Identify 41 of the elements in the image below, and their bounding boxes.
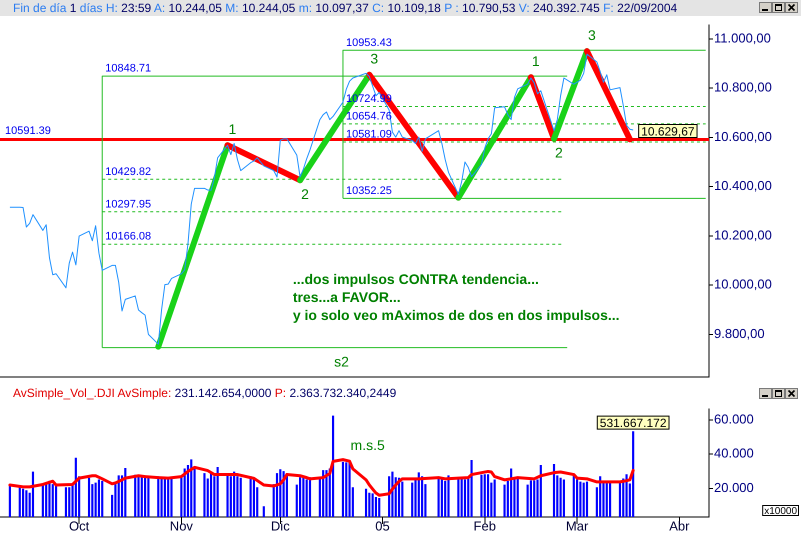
y-tick-label: 10.200,00 [714,227,772,242]
series-label: 10352.25 [346,184,392,197]
y-axis-title: x10000 [764,506,798,517]
y-tick-label: 10.800,00 [714,80,772,95]
x-tick-label: Feb [474,518,496,534]
series-label: 10848.71 [105,62,152,75]
series-label: 10429.82 [105,166,152,178]
series-label: 10297.95 [105,198,152,210]
x-tick-label: 05 [375,518,390,534]
x-tick-label: Oct [69,518,90,534]
y-tick-label: 10.400,00 [714,178,772,194]
annotation: 531.667.172 [600,416,667,430]
x-tick-label: Mar [566,518,589,534]
x-tick-label: Nov [170,518,194,534]
chart-title: AvSimple_Vol_.DJI AvSimple: 231.142.654,0000 P: 2.363.732.340,2449 [13,386,396,400]
x-tick-label: Dic [270,518,290,534]
data-label: 10.629,67 [641,124,695,138]
y-tick-label: 10.600,00 [714,128,772,144]
annotation: 3 [588,27,596,44]
ref-line-label: 10591.39 [5,124,51,137]
annotation: 1 [532,53,540,70]
x-tick-label: Abr [669,518,690,534]
chart-title: Fin de día 1 días H: 23:59 A: 10.244,05 M: 10.244,05 m: 10.097,37 C: 10.109,18 P : 10.790,53 V: 240.392.745 F: 22/09/2004 [13,1,678,15]
y-tick-label: 9.800,00 [714,326,765,341]
annotation: ...dos impulsos CONTRA tendencia... [292,271,539,288]
annotation: m.s.5 [350,437,385,454]
annotation: 1 [228,121,237,138]
series-label: 10953.43 [346,36,392,49]
y-tick-label: 10.000,00 [714,276,772,292]
annotation: s2 [334,354,350,370]
annotation: 3 [370,50,378,67]
y-tick-label: 20.000 [714,480,754,495]
annotation: tres...a FAVOR... [292,289,401,306]
annotation: y io solo veo mAximos de dos en dos impulsos... [292,307,620,324]
y-tick-label: 40.000 [714,446,754,461]
annotation: 2 [301,186,310,202]
series-label: 10581.09 [346,128,392,141]
y-tick-label: 11.000,00 [714,30,771,46]
y-tick-label: 60.000 [714,412,754,427]
annotation: 2 [555,144,564,161]
series-label: 10166.08 [105,230,152,243]
